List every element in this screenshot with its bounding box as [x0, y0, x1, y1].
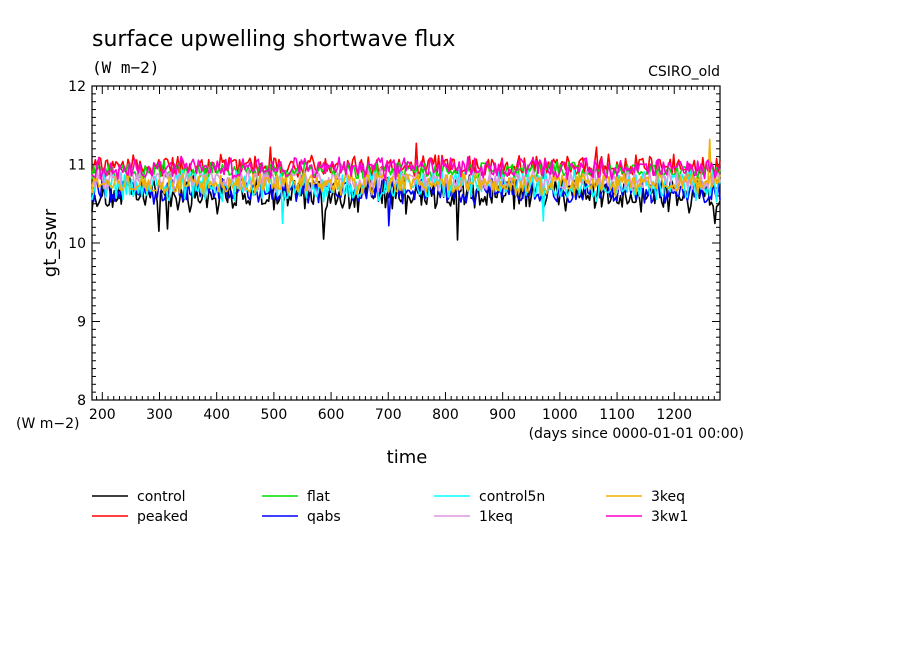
legend-label-flat: flat [307, 489, 330, 505]
x-axis-label: time [387, 447, 428, 468]
series-lines [91, 138, 721, 241]
x-axis-units: (days since 0000-01-01 00:00) [529, 426, 744, 442]
plot-frame [91, 85, 721, 401]
x-tick-label: 200 [89, 407, 116, 423]
x-tick-label: 500 [261, 407, 288, 423]
x-tick-label: 900 [489, 407, 516, 423]
y-axis-units: (W m−2) [16, 416, 80, 432]
series-line-3keq [91, 138, 721, 197]
y-tick-label: 12 [68, 79, 86, 95]
legend-label-qabs: qabs [307, 509, 341, 525]
chart-source: CSIRO_old [648, 64, 720, 80]
legend-label-3keq: 3keq [651, 489, 685, 505]
legend: control peaked flat qabs control5n 1keq 3keq 3k… [92, 489, 688, 525]
chart-title: surface upwelling shortwave flux [92, 27, 455, 52]
axis-ticks: 200 300 400 500 600 700 800 900 1000 1100 1200 8 9 10… [68, 79, 721, 423]
y-tick-label: 11 [68, 158, 86, 174]
legend-label-control: control [137, 489, 186, 505]
x-tick-label: 1000 [542, 407, 578, 423]
legend-label-1keq: 1keq [479, 509, 513, 525]
legend-label-3kw1: 3kw1 [651, 509, 688, 525]
series-line-3kw1 [91, 155, 721, 181]
x-tick-label: 1100 [599, 407, 635, 423]
x-tick-label: 600 [318, 407, 345, 423]
x-tick-label: 800 [432, 407, 459, 423]
legend-label-peaked: peaked [137, 509, 188, 525]
chart-units: (W m−2) [92, 58, 159, 77]
x-tick-label: 300 [146, 407, 173, 423]
y-axis-label: gt_sswr [40, 208, 61, 277]
x-tick-label: 700 [375, 407, 402, 423]
y-tick-label: 9 [77, 315, 86, 331]
y-tick-label: 10 [68, 236, 86, 252]
x-tick-label: 400 [203, 407, 230, 423]
x-tick-label: 1200 [656, 407, 692, 423]
y-tick-label: 8 [77, 393, 86, 409]
legend-label-control5n: control5n [479, 489, 545, 505]
